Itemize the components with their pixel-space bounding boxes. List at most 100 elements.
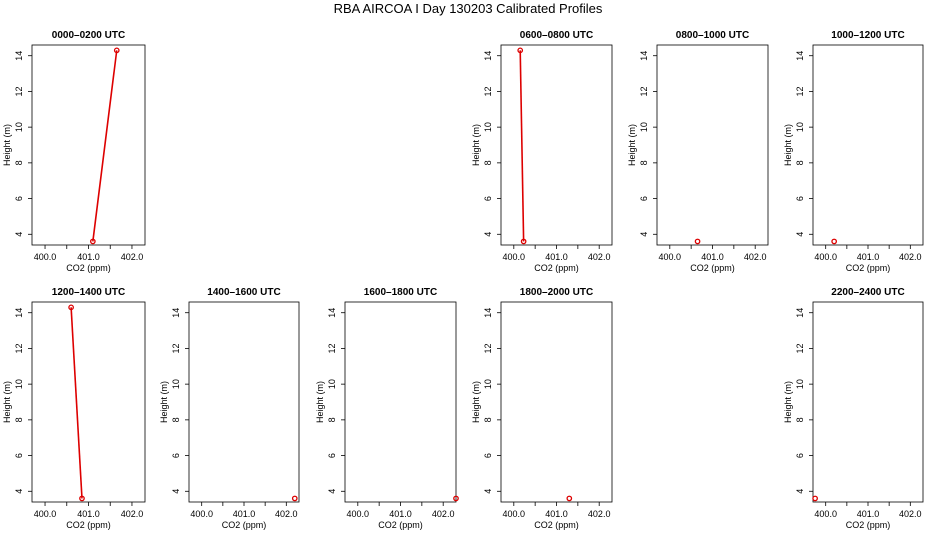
y-tick-label: 4 — [14, 489, 24, 494]
x-tick-label: 401.0 — [857, 509, 880, 519]
plot-frame — [344, 301, 457, 503]
x-tick-label: 400.0 — [34, 252, 57, 262]
plot-frame — [31, 301, 146, 503]
y-axis-label: Height (m) — [2, 381, 12, 423]
x-axis-label: CO2 (ppm) — [846, 263, 891, 273]
profile-panel: 1200–1400 UTC 400.0 401.0 402.0 CO2 (ppm) 4 6 8… — [2, 287, 146, 530]
y-axis-label: Height (m) — [627, 124, 637, 166]
panel-title: 0000–0200 UTC — [52, 30, 125, 41]
y-tick-label: 6 — [795, 453, 805, 458]
y-tick-label: 4 — [327, 489, 337, 494]
plot-frame — [188, 301, 300, 503]
x-tick-label: 400.0 — [814, 252, 837, 262]
y-tick-label: 6 — [483, 453, 493, 458]
y-tick-label: 6 — [795, 196, 805, 201]
y-tick-label: 12 — [483, 343, 493, 353]
x-axis-label: CO2 (ppm) — [66, 520, 111, 530]
y-tick-label: 12 — [327, 343, 337, 353]
profile-panel: 0000–0200 UTC 400.0 401.0 402.0 CO2 (ppm) 4 6 8… — [2, 30, 146, 273]
y-tick-label: 12 — [14, 343, 24, 353]
y-tick-label: 4 — [639, 232, 649, 237]
data-point — [79, 495, 85, 502]
y-tick-label: 14 — [483, 51, 493, 61]
data-point — [566, 495, 573, 502]
profile-panel: 0800–1000 UTC 400.0 401.0 402.0 CO2 (ppm) 4 6 8… — [627, 30, 769, 273]
y-tick-label: 10 — [327, 379, 337, 389]
y-tick-label: 6 — [639, 196, 649, 201]
x-tick-label: 402.0 — [744, 252, 767, 262]
y-tick-label: 8 — [795, 417, 805, 422]
plot-frame — [500, 301, 613, 503]
profile-panel: 0600–0800 UTC 400.0 401.0 402.0 CO2 (ppm) 4 6 8… — [471, 30, 613, 273]
data-point — [68, 304, 74, 311]
plot-frame — [656, 44, 769, 246]
x-tick-label: 401.0 — [545, 509, 568, 519]
data-point — [453, 495, 459, 502]
data-point — [520, 238, 527, 245]
y-tick-label: 8 — [14, 160, 24, 165]
y-tick-label: 10 — [795, 122, 805, 132]
y-tick-label: 6 — [171, 453, 181, 458]
data-point — [694, 238, 701, 245]
panel-title: 1600–1800 UTC — [364, 287, 437, 298]
data-point — [831, 238, 838, 245]
y-tick-label: 14 — [795, 51, 805, 61]
y-axis-label: Height (m) — [2, 124, 12, 166]
y-tick-label: 6 — [14, 453, 24, 458]
y-tick-label: 8 — [327, 417, 337, 422]
plot-frame — [812, 301, 924, 503]
x-axis-label: CO2 (ppm) — [222, 520, 267, 530]
x-tick-label: 402.0 — [588, 509, 611, 519]
y-axis-label: Height (m) — [471, 381, 481, 423]
y-tick-label: 4 — [483, 489, 493, 494]
x-tick-label: 400.0 — [347, 509, 370, 519]
y-tick-label: 8 — [639, 160, 649, 165]
panel-title: 0800–1000 UTC — [676, 30, 749, 41]
data-point — [89, 238, 96, 245]
x-tick-label: 402.0 — [121, 509, 144, 519]
y-tick-label: 14 — [171, 308, 181, 318]
x-tick-label: 400.0 — [503, 509, 526, 519]
profile-panel: 1600–1800 UTC 400.0 401.0 402.0 CO2 (ppm) 4 6 8… — [315, 287, 459, 530]
y-tick-label: 10 — [639, 122, 649, 132]
y-tick-label: 10 — [14, 122, 24, 132]
profile-line — [92, 50, 118, 242]
profile-panel: 1400–1600 UTC 400.0 401.0 402.0 CO2 (ppm) 4 6 8… — [159, 287, 300, 530]
y-tick-label: 6 — [483, 196, 493, 201]
y-tick-label: 4 — [795, 232, 805, 237]
x-tick-label: 401.0 — [545, 252, 568, 262]
x-axis-label: CO2 (ppm) — [690, 263, 735, 273]
profile-panel: 1800–2000 UTC 400.0 401.0 402.0 CO2 (ppm) 4 6 8… — [471, 287, 613, 530]
profile-panel: 2200–2400 UTC 400.0 401.0 402.0 CO2 (ppm) 4 6 8… — [783, 287, 924, 530]
y-tick-label: 12 — [795, 86, 805, 96]
x-tick-label: 400.0 — [503, 252, 526, 262]
y-tick-label: 12 — [483, 86, 493, 96]
x-axis-label: CO2 (ppm) — [378, 520, 423, 530]
plot-frame — [812, 44, 924, 246]
x-tick-label: 402.0 — [432, 509, 455, 519]
y-tick-label: 4 — [171, 489, 181, 494]
panel-title: 1200–1400 UTC — [52, 287, 125, 298]
y-tick-label: 12 — [639, 86, 649, 96]
x-tick-label: 402.0 — [588, 252, 611, 262]
y-tick-label: 10 — [171, 379, 181, 389]
y-tick-label: 8 — [171, 417, 181, 422]
profile-panel: 1000–1200 UTC 400.0 401.0 402.0 CO2 (ppm) 4 6 8… — [783, 30, 924, 273]
data-point — [517, 47, 524, 54]
y-tick-label: 14 — [483, 308, 493, 318]
x-axis-label: CO2 (ppm) — [66, 263, 111, 273]
y-tick-label: 14 — [795, 308, 805, 318]
x-axis-label: CO2 (ppm) — [846, 520, 891, 530]
y-tick-label: 12 — [795, 343, 805, 353]
x-tick-label: 400.0 — [659, 252, 682, 262]
plot-frame — [500, 44, 613, 246]
y-tick-label: 8 — [483, 417, 493, 422]
x-tick-label: 400.0 — [190, 509, 213, 519]
data-point — [291, 495, 298, 502]
y-axis-label: Height (m) — [315, 381, 325, 423]
y-tick-label: 14 — [14, 308, 24, 318]
panel-title: 2200–2400 UTC — [831, 287, 904, 298]
panel-title: 0600–0800 UTC — [520, 30, 593, 41]
page-title: RBA AIRCOA I Day 130203 Calibrated Profi… — [333, 1, 603, 16]
panel-title: 1400–1600 UTC — [207, 287, 280, 298]
